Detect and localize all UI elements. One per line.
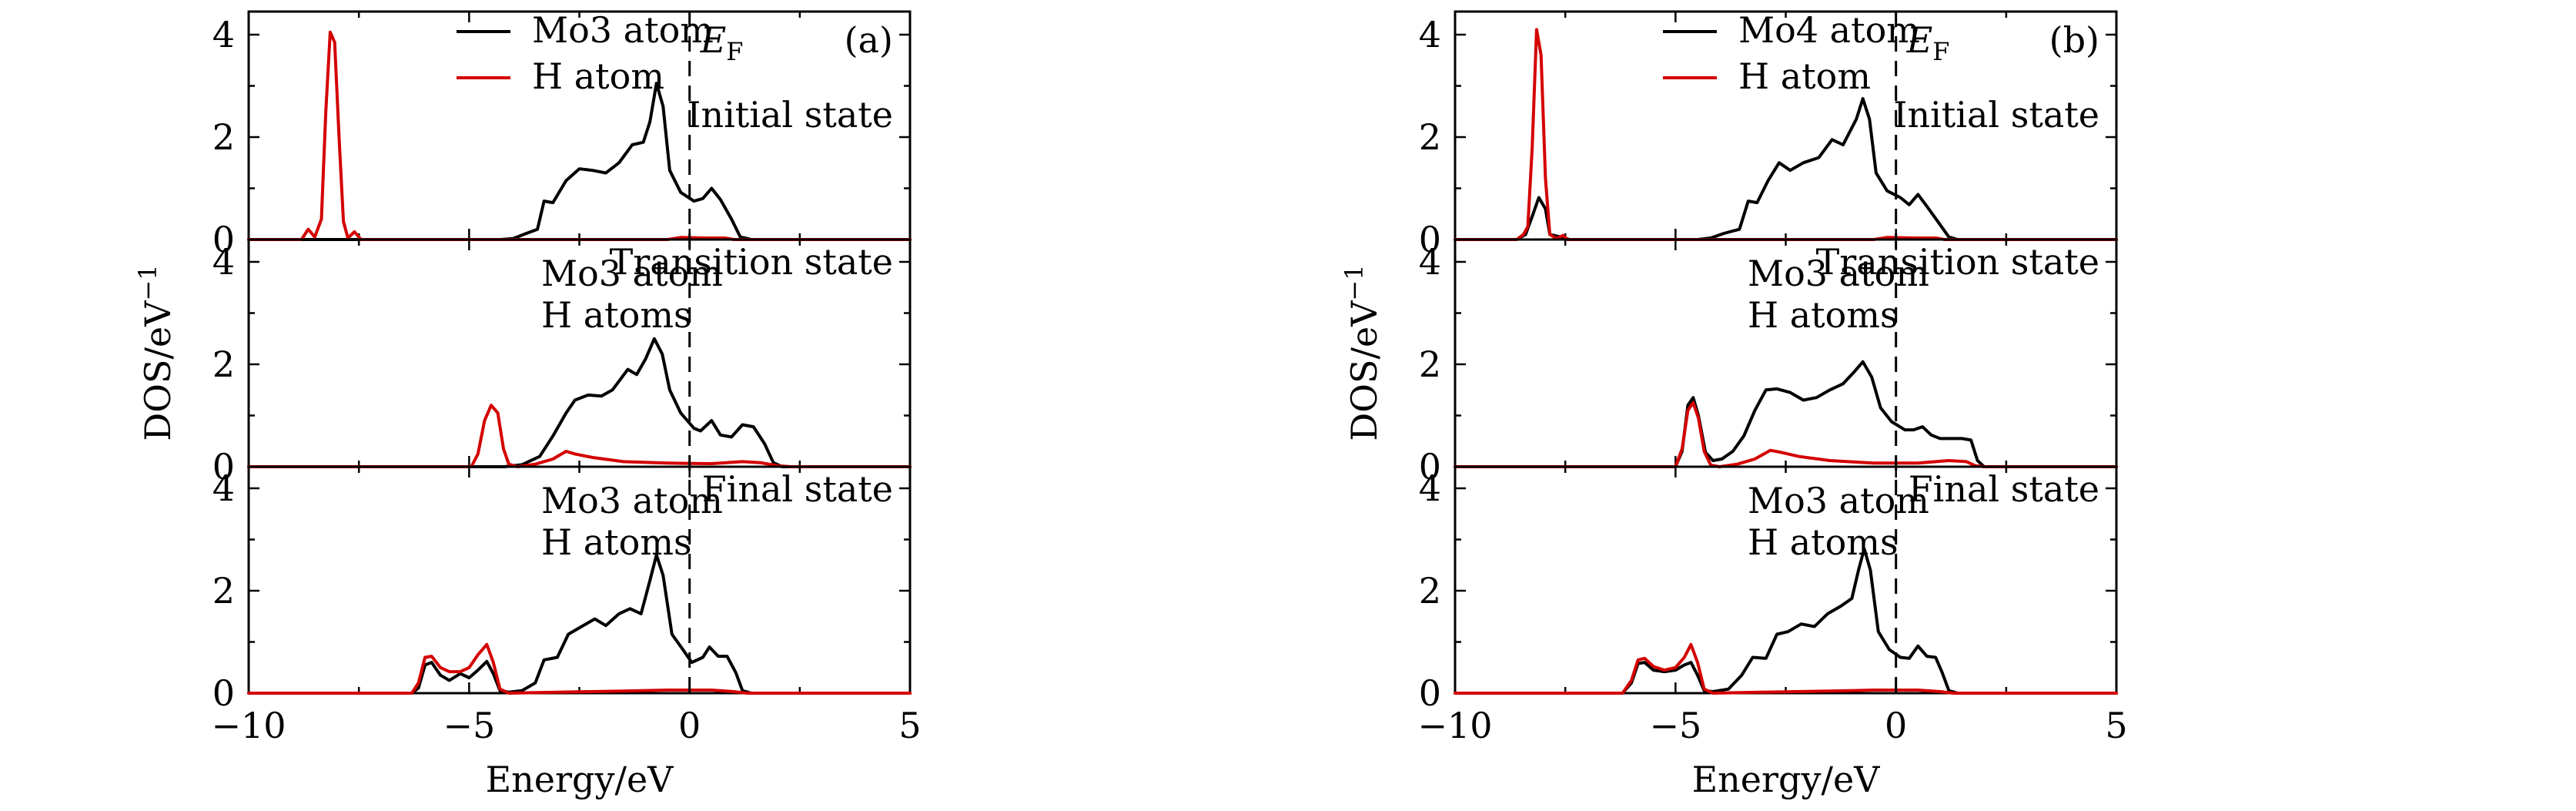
y-axis-label: DOS/eV−1	[133, 264, 179, 441]
y-axis-label: DOS/eV−1	[1340, 264, 1385, 441]
series-line-h-atoms	[1454, 400, 2119, 468]
y-tick-label: 2	[212, 344, 235, 385]
state-label: Final state	[702, 468, 893, 510]
y-tick-label: 0	[1419, 219, 1441, 260]
legend-label: H atoms	[541, 521, 692, 563]
y-tick-label: 4	[1419, 14, 1441, 55]
y-tick-label: 2	[1419, 344, 1441, 385]
legend-label: Mo3 atom	[541, 253, 723, 294]
y-tick-label: 4	[1419, 467, 1441, 509]
legend-label: Mo3 atom	[1748, 480, 1929, 521]
series-line-h-atom	[247, 30, 912, 241]
x-tick-label: 5	[2105, 705, 2127, 746]
series-line-h-atoms	[247, 642, 912, 695]
series-line-h-atoms	[1454, 642, 2119, 695]
series-line-mo3-atom	[247, 82, 912, 241]
state-label: Transition state	[1816, 241, 2099, 283]
state-label: Transition state	[610, 241, 893, 283]
fermi-label: EF	[1906, 19, 1950, 66]
y-tick-label: 0	[1419, 446, 1441, 488]
x-axis-label: Energy/eV	[1692, 759, 1881, 800]
y-tick-label: 2	[212, 570, 235, 612]
state-label: Initial state	[687, 94, 893, 136]
y-tick-label: 0	[1419, 672, 1441, 714]
legend-label: H atoms	[1748, 521, 1899, 563]
x-tick-label: 5	[898, 705, 921, 746]
series-line-h-atoms	[247, 404, 912, 468]
y-tick-label: 0	[212, 219, 235, 260]
series-line-mo3-atom	[247, 337, 912, 468]
legend-label: H atom	[1738, 55, 1871, 97]
y-tick-label: 4	[212, 14, 235, 55]
y-tick-label: 4	[212, 241, 235, 283]
x-tick-label: 0	[678, 705, 701, 746]
x-tick-label: −10	[211, 705, 286, 746]
y-tick-label: 2	[212, 116, 235, 158]
y-tick-label: 4	[1419, 241, 1441, 283]
legend-label: Mo3 atom	[541, 480, 723, 521]
x-tick-label: −5	[443, 705, 495, 746]
y-tick-label: 0	[212, 672, 235, 714]
y-tick-label: 0	[212, 446, 235, 488]
series-line-mo3-atom	[1454, 360, 2119, 468]
legend-label: Mo3 atom	[532, 9, 714, 51]
legend-label: H atom	[532, 55, 664, 97]
series-line-mo3-atom	[1454, 547, 2119, 695]
x-axis-label: Energy/eV	[486, 759, 674, 800]
state-label: Initial state	[1893, 94, 2099, 136]
figure-tag: (a)	[845, 19, 893, 61]
x-tick-label: 0	[1885, 705, 1907, 746]
x-tick-label: −5	[1649, 705, 1701, 746]
legend-label: H atoms	[1748, 294, 1899, 336]
state-label: Final state	[1909, 468, 2099, 510]
x-tick-label: −10	[1417, 705, 1492, 746]
series-line-mo3-atom	[247, 553, 912, 695]
y-tick-label: 2	[1419, 116, 1441, 158]
series-line-h-atom	[1454, 28, 2119, 241]
legend-label: Mo4 atom	[1738, 9, 1920, 51]
legend-label: Mo3 atom	[1748, 253, 1929, 294]
fermi-label: EF	[700, 19, 744, 66]
y-tick-label: 4	[212, 467, 235, 509]
figure-tag: (b)	[2049, 19, 2099, 61]
legend-label: H atoms	[541, 294, 692, 336]
y-tick-label: 2	[1419, 570, 1441, 612]
